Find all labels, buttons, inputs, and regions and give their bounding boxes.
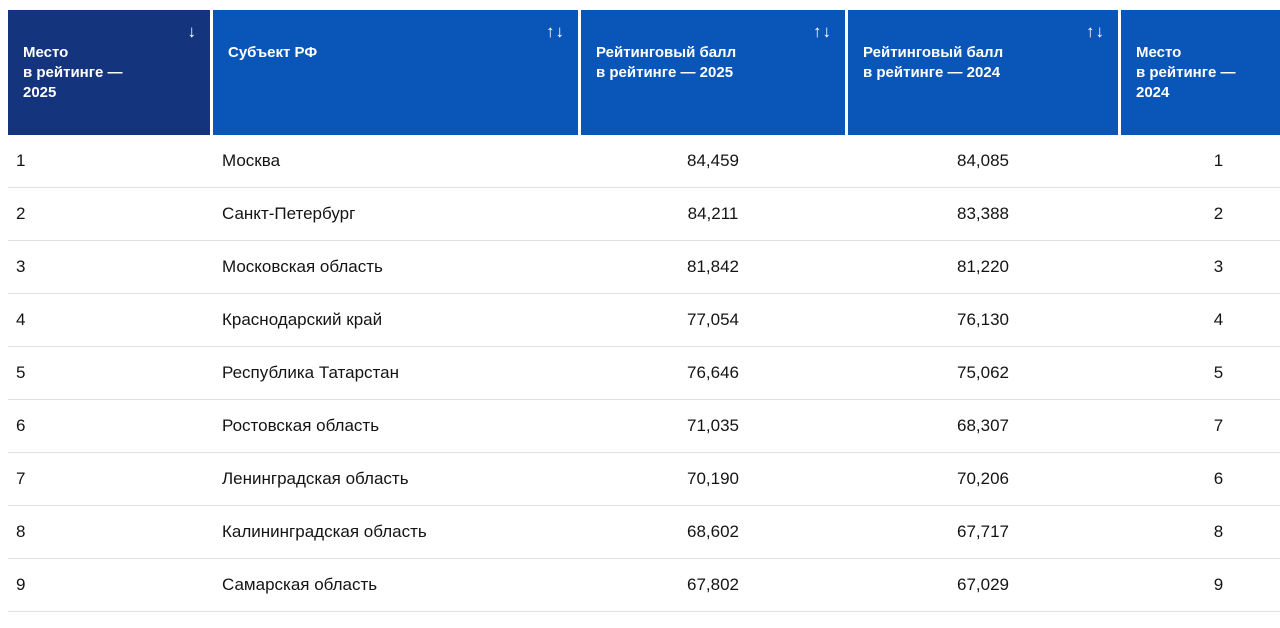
table-row: 9 Самарская область 67,802 67,029 9: [8, 559, 1280, 612]
cell-score-2025: 76,646: [687, 363, 739, 382]
cell-score-2025: 71,035: [687, 416, 739, 435]
cell-place-2025: 3: [16, 257, 26, 276]
cell-score-2024: 67,029: [957, 575, 1009, 594]
cell-place-2024: 3: [1213, 257, 1224, 276]
cell-place-2024: 7: [1213, 416, 1224, 435]
cell-score-2025: 84,459: [687, 151, 739, 170]
cell-place-2025: 5: [16, 363, 26, 382]
cell-place-2025: 1: [16, 151, 26, 170]
cell-subject: Самарская область: [222, 575, 378, 594]
cell-subject: Краснодарский край: [222, 310, 383, 329]
cell-place-2024: 6: [1213, 469, 1224, 488]
cell-place-2025: 2: [16, 204, 26, 223]
sort-toggle-icon[interactable]: ↑↓: [1086, 22, 1105, 41]
cell-place-2025: 4: [16, 310, 26, 329]
cell-score-2024: 76,130: [957, 310, 1009, 329]
cell-score-2024: 68,307: [957, 416, 1009, 435]
cell-score-2024: 81,220: [957, 257, 1009, 276]
cell-score-2024: 83,388: [957, 204, 1009, 223]
table-row: 5 Республика Татарстан 76,646 75,062 5: [8, 347, 1280, 400]
sort-toggle-icon[interactable]: ↑↓: [546, 22, 565, 41]
cell-score-2025: 84,211: [687, 204, 739, 223]
column-header-label: Рейтинговый балл в рейтинге — 2025: [596, 44, 737, 81]
table-row: 1 Москва 84,459 84,085 1: [8, 135, 1280, 188]
cell-score-2025: 81,842: [687, 257, 739, 276]
cell-place-2024: 4: [1213, 310, 1224, 329]
column-header-place-2025[interactable]: Место в рейтинге — 2025 ↓: [8, 10, 210, 135]
table-header: Место в рейтинге — 2025 ↓ Субъект РФ ↑↓ …: [8, 10, 1280, 135]
cell-score-2024: 70,206: [957, 469, 1009, 488]
table-body: 1 Москва 84,459 84,085 1 2 Санкт-Петербу…: [8, 135, 1280, 628]
table-row: 4 Краснодарский край 77,054 76,130 4: [8, 294, 1280, 347]
cell-place-2025: 7: [16, 469, 26, 488]
column-header-label: Место в рейтинге — 2025: [23, 44, 123, 101]
table-row: 10 Воронежская область 67,119 66,065 11: [8, 612, 1280, 628]
cell-subject: Ленинградская область: [222, 469, 409, 488]
column-header-score-2024[interactable]: Рейтинговый балл в рейтинге — 2024 ↑↓: [848, 10, 1118, 135]
table-row: 6 Ростовская область 71,035 68,307 7: [8, 400, 1280, 453]
cell-subject: Санкт-Петербург: [222, 204, 356, 223]
cell-score-2024: 75,062: [957, 363, 1009, 382]
cell-subject: Калининградская область: [222, 522, 427, 541]
cell-subject: Московская область: [222, 257, 383, 276]
cell-score-2024: 67,717: [957, 522, 1009, 541]
table-row: 2 Санкт-Петербург 84,211 83,388 2: [8, 188, 1280, 241]
column-header-subject[interactable]: Субъект РФ ↑↓: [213, 10, 578, 135]
sort-descending-icon[interactable]: ↓: [187, 22, 197, 41]
cell-place-2024: 2: [1213, 204, 1224, 223]
column-header-place-2024[interactable]: Место в рейтинге — 2024: [1121, 10, 1280, 135]
sort-toggle-icon[interactable]: ↑↓: [813, 22, 832, 41]
cell-score-2025: 68,602: [687, 522, 739, 541]
rating-table: Место в рейтинге — 2025 ↓ Субъект РФ ↑↓ …: [8, 10, 1280, 628]
column-header-score-2025[interactable]: Рейтинговый балл в рейтинге — 2025 ↑↓: [581, 10, 845, 135]
cell-place-2024: 9: [1213, 575, 1224, 594]
table-row: 3 Московская область 81,842 81,220 3: [8, 241, 1280, 294]
column-header-label: Рейтинговый балл в рейтинге — 2024: [863, 44, 1004, 81]
cell-subject: Республика Татарстан: [222, 363, 399, 382]
cell-score-2025: 67,802: [687, 575, 739, 594]
cell-score-2024: 84,085: [957, 151, 1009, 170]
column-header-label: Субъект РФ: [228, 44, 318, 61]
cell-subject: Ростовская область: [222, 416, 380, 435]
table-row: 8 Калининградская область 68,602 67,717 …: [8, 506, 1280, 559]
cell-score-2025: 70,190: [687, 469, 739, 488]
cell-place-2024: 8: [1213, 522, 1224, 541]
cell-place-2025: 9: [16, 575, 26, 594]
cell-place-2024: 1: [1213, 151, 1224, 170]
table-row: 7 Ленинградская область 70,190 70,206 6: [8, 453, 1280, 506]
cell-place-2024: 5: [1213, 363, 1224, 382]
cell-place-2025: 8: [16, 522, 26, 541]
cell-place-2025: 6: [16, 416, 26, 435]
cell-subject: Москва: [222, 151, 281, 170]
cell-score-2025: 77,054: [687, 310, 739, 329]
column-header-label: Место в рейтинге — 2024: [1136, 44, 1236, 101]
